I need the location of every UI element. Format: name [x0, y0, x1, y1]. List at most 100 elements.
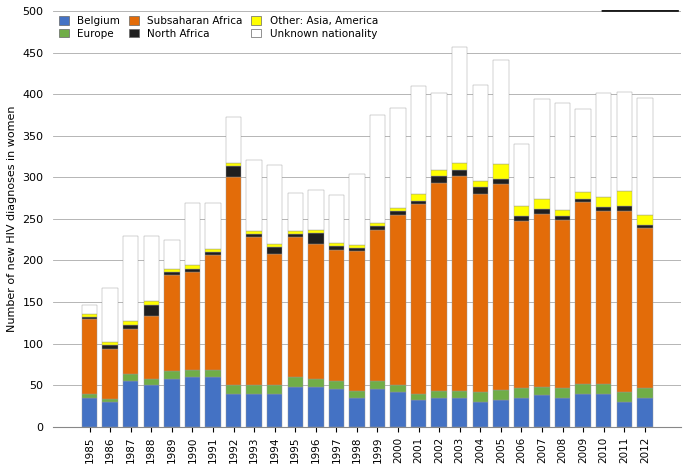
- Bar: [514, 206, 529, 216]
- Bar: [493, 184, 508, 390]
- Bar: [350, 245, 365, 248]
- Bar: [596, 393, 612, 427]
- Bar: [226, 118, 241, 163]
- Bar: [123, 375, 138, 381]
- Bar: [164, 240, 180, 269]
- Bar: [535, 395, 550, 427]
- Bar: [246, 230, 262, 234]
- Bar: [103, 342, 118, 345]
- Bar: [390, 208, 406, 212]
- Bar: [82, 393, 97, 398]
- Bar: [267, 254, 282, 385]
- Bar: [596, 211, 612, 384]
- Bar: [308, 379, 323, 387]
- Bar: [246, 237, 262, 385]
- Bar: [144, 316, 159, 379]
- Bar: [82, 317, 97, 319]
- Bar: [473, 85, 488, 180]
- Bar: [369, 227, 385, 230]
- Bar: [205, 370, 221, 377]
- Bar: [267, 244, 282, 247]
- Bar: [103, 350, 118, 400]
- Bar: [267, 247, 282, 254]
- Bar: [82, 398, 97, 427]
- Bar: [596, 384, 612, 393]
- Bar: [82, 313, 97, 317]
- Bar: [123, 381, 138, 427]
- Bar: [308, 190, 323, 230]
- Bar: [514, 221, 529, 388]
- Bar: [473, 194, 488, 392]
- Bar: [452, 47, 467, 163]
- Bar: [205, 377, 221, 427]
- Bar: [267, 385, 282, 393]
- Bar: [616, 392, 632, 402]
- Bar: [246, 160, 262, 230]
- Bar: [226, 166, 241, 177]
- Bar: [555, 210, 570, 216]
- Y-axis label: Number of new HIV diagnoses in women: Number of new HIV diagnoses in women: [7, 106, 17, 332]
- Bar: [144, 379, 159, 385]
- Bar: [329, 243, 344, 246]
- Bar: [288, 387, 303, 427]
- Bar: [431, 183, 447, 391]
- Bar: [226, 393, 241, 427]
- Bar: [308, 230, 323, 233]
- Bar: [164, 371, 180, 379]
- Bar: [596, 207, 612, 211]
- Bar: [616, 205, 632, 211]
- Bar: [637, 225, 652, 228]
- Bar: [555, 219, 570, 388]
- Bar: [350, 251, 365, 391]
- Bar: [575, 192, 591, 199]
- Bar: [431, 176, 447, 183]
- Bar: [535, 199, 550, 209]
- Bar: [555, 388, 570, 398]
- Bar: [144, 236, 159, 301]
- Bar: [226, 177, 241, 385]
- Bar: [184, 269, 200, 272]
- Bar: [184, 272, 200, 370]
- Bar: [123, 329, 138, 375]
- Bar: [493, 390, 508, 400]
- Bar: [164, 272, 180, 275]
- Bar: [103, 402, 118, 427]
- Bar: [535, 209, 550, 214]
- Bar: [431, 391, 447, 398]
- Bar: [514, 398, 529, 427]
- Bar: [452, 163, 467, 170]
- Bar: [616, 93, 632, 191]
- Bar: [555, 216, 570, 219]
- Bar: [369, 381, 385, 390]
- Bar: [288, 234, 303, 237]
- Bar: [575, 202, 591, 384]
- Bar: [431, 398, 447, 427]
- Bar: [267, 393, 282, 427]
- Bar: [411, 194, 427, 201]
- Bar: [350, 398, 365, 427]
- Bar: [411, 204, 427, 393]
- Bar: [431, 93, 447, 170]
- Bar: [535, 387, 550, 395]
- Bar: [452, 170, 467, 176]
- Legend: Belgium, Europe, Subsaharan Africa, North Africa, Other: Asia, America, Unknown : Belgium, Europe, Subsaharan Africa, Nort…: [58, 16, 378, 39]
- Bar: [411, 393, 427, 400]
- Bar: [514, 144, 529, 206]
- Bar: [103, 288, 118, 342]
- Bar: [596, 93, 612, 197]
- Bar: [411, 201, 427, 204]
- Bar: [452, 176, 467, 391]
- Bar: [184, 266, 200, 269]
- Bar: [205, 249, 221, 252]
- Bar: [493, 400, 508, 427]
- Bar: [535, 214, 550, 387]
- Bar: [637, 228, 652, 388]
- Bar: [123, 235, 138, 321]
- Bar: [369, 115, 385, 223]
- Bar: [329, 250, 344, 381]
- Bar: [411, 86, 427, 194]
- Bar: [473, 402, 488, 427]
- Bar: [82, 306, 97, 313]
- Bar: [411, 400, 427, 427]
- Bar: [164, 275, 180, 371]
